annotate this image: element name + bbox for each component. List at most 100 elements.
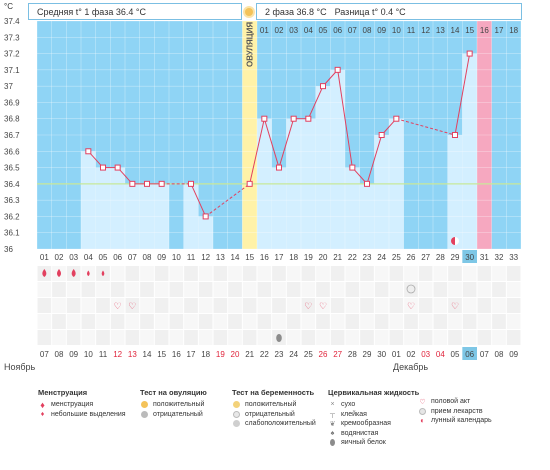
y-tick-label: 36.7 (4, 131, 20, 140)
date-label: 12 (113, 350, 122, 359)
phase2-day-label: 01 (260, 26, 269, 35)
temperature-point (364, 180, 370, 187)
symbol-cell (169, 282, 184, 297)
symbol-cell (506, 266, 521, 281)
symbol-cell (169, 298, 184, 313)
date-label: 09 (509, 350, 518, 359)
date-label: 21 (245, 350, 254, 359)
legend-item: прием лекарств (418, 407, 492, 417)
symbol-cell (389, 282, 404, 297)
symbol-cell (198, 266, 213, 281)
symbol-cell (389, 298, 404, 313)
symbol-cell (272, 266, 286, 281)
date-label: 24 (289, 350, 298, 359)
phase2-day-label: 09 (377, 26, 386, 35)
symbol-cell (301, 330, 316, 345)
pregnancy-weak-icon (232, 420, 241, 428)
drop-icon: ♦ (40, 399, 45, 410)
symbol-cell (81, 282, 96, 297)
symbol-cell (506, 298, 521, 313)
symbol-cell (66, 298, 81, 313)
legend-item: ♦ небольшие выделения (38, 410, 126, 420)
legend-label: отрицательный (245, 410, 295, 418)
temperature-point (144, 180, 150, 187)
legend-label: отрицательный (153, 410, 203, 418)
y-tick-label: 37.3 (4, 33, 20, 42)
sun-icon (243, 4, 255, 19)
symbol-cell (110, 314, 125, 329)
symbol-cell (330, 298, 345, 313)
legend-menstruation: Менструация ♦ менструация ♦ небольшие выде… (38, 388, 126, 419)
legend-item: ♡ половой акт (418, 397, 492, 407)
pregnancy-positive-icon (232, 401, 241, 409)
y-tick-label: 36.6 (4, 147, 20, 156)
legend-label: яичный белок (341, 439, 386, 447)
symbol-cell (213, 282, 228, 297)
temperature-point (349, 164, 356, 171)
symbol-cell (360, 298, 374, 313)
date-label: 01 (392, 350, 401, 359)
symbol-cell (418, 314, 433, 329)
cycle-day-label: 26 (407, 253, 416, 262)
symbol-cell (477, 298, 492, 313)
symbol-cell (477, 330, 492, 345)
symbol-cell (492, 282, 506, 297)
egg-white-icon (328, 439, 337, 447)
temperature-point (305, 115, 312, 122)
legend-item: ♠ водянистая (328, 429, 419, 439)
symbol-cell (184, 282, 198, 297)
symbol-cell (330, 330, 345, 345)
symbol-cell (257, 298, 272, 313)
sticky-icon: ┬ (330, 410, 335, 418)
symbol-cell (154, 282, 169, 297)
symbol-cell (477, 282, 492, 297)
moon-icon (451, 237, 455, 245)
temperature-line-segment (396, 118, 456, 136)
symbol-cell (66, 314, 81, 329)
temperature-difference-text: Разница t° 0.4 °C (334, 7, 406, 17)
cycle-day-label: 25 (392, 253, 401, 262)
cycle-day-label: 05 (99, 253, 108, 262)
date-label: 28 (348, 350, 357, 359)
date-label: 15 (157, 350, 166, 359)
phase2-day-label: 05 (319, 26, 328, 35)
pill-icon (418, 407, 427, 415)
ovulation-label: ОВУЛЯЦИЯ (246, 22, 255, 67)
phase2-day-label: 13 (436, 26, 445, 35)
symbol-cell (257, 314, 272, 329)
date-label: 10 (84, 350, 93, 359)
symbol-cell (330, 282, 345, 297)
dry-icon: × (330, 401, 335, 409)
cycle-day-label: 21 (333, 253, 342, 262)
symbol-cell (433, 330, 448, 345)
symbol-cell (389, 266, 404, 281)
symbol-cell (257, 330, 272, 345)
today-date-highlight (462, 347, 477, 360)
heart-icon: ♡ (407, 301, 415, 311)
date-label: 20 (231, 350, 240, 359)
legend-item: ❦ кремообразная (328, 419, 419, 429)
date-label: 14 (143, 350, 152, 359)
cycle-day-label: 32 (495, 253, 504, 262)
temperature-line-segment (454, 53, 471, 136)
symbol-cell (462, 314, 477, 329)
symbol-cell (330, 314, 345, 329)
symbol-cell (198, 282, 213, 297)
date-label: 04 (436, 350, 445, 359)
symbol-cell (374, 314, 389, 329)
symbol-cell (345, 282, 360, 297)
symbol-cell (492, 266, 506, 281)
symbol-cell (462, 330, 477, 345)
legend-cervical-fluid: Цервикальная жидкость × сухо ┬ клейкая ❦ кр… (328, 388, 419, 448)
temperature-bar (462, 53, 477, 250)
small-drop-icon: ♦ (40, 410, 45, 418)
legend-label: менструация (51, 401, 94, 409)
symbol-cell (316, 298, 330, 313)
symbol-cell (184, 298, 198, 313)
ovulation-column (242, 21, 257, 249)
phase2-day-label: 07 (348, 26, 357, 35)
date-label: 23 (275, 350, 284, 359)
y-tick-label: 36.2 (4, 212, 20, 221)
temperature-bar (154, 183, 169, 249)
cycle-day-label: 33 (509, 253, 518, 262)
